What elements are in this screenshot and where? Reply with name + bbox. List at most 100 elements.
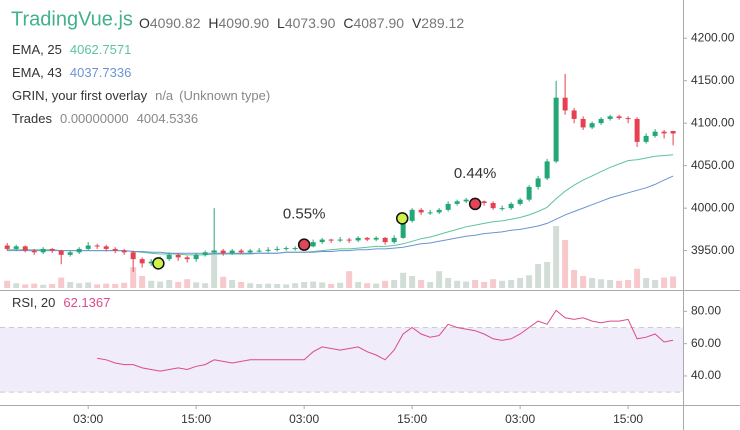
candle-body [4,245,10,249]
rsi-line [97,309,674,372]
volume-bar [472,280,479,288]
candle-body [121,250,127,253]
legend-value: 4090.90 [219,15,270,31]
volume-bar [229,280,236,288]
legend-value: 289.12 [421,15,464,31]
volume-bar [94,284,101,288]
candle-body [661,131,667,134]
volume-bar [526,275,533,288]
y-tick-label: 4200.00 [691,30,735,44]
candle-body [391,237,397,243]
y-tick-label: 4000.00 [691,200,735,214]
volume-bar [589,278,596,288]
legend-value: 62.1367 [63,295,110,310]
candle-body [427,212,433,214]
candle-body [499,208,505,210]
legend-name: RSI, 20 [12,295,55,310]
volume-bar [58,277,65,288]
candle-body [13,246,19,249]
volume-bar [319,282,326,288]
candle-body [148,261,154,264]
y-tick-label: 4100.00 [691,115,735,129]
legend-key: L [277,15,285,31]
candle-body [571,110,577,119]
legend-value: 4037.7336 [70,65,131,80]
legend-key: V [412,15,422,31]
volume-bar [4,280,11,288]
candle-body [652,131,658,136]
volume-bar [238,282,245,288]
x-tick-label: 15:00 [397,412,427,426]
volume-bar [274,284,281,288]
candle-body [400,220,406,238]
rsi-legend: RSI, 20 62.1367 [12,295,110,310]
volume-bar [445,278,452,288]
rsi-tick-label: 40.00 [691,368,721,382]
legend-value: n/a [155,88,174,103]
volume-bar [220,276,227,288]
candle-body [553,97,559,162]
volume-bar [310,281,317,288]
candle-body [85,245,91,249]
candle-body [112,248,118,251]
volume-bar [634,268,641,288]
volume-bar [661,277,668,288]
volume-bar [265,283,272,288]
candle-body [607,116,613,119]
volume-bar [355,282,362,288]
volume-bar [301,282,308,288]
volume-bar [598,279,605,288]
volume-bar [247,283,254,288]
candle-body [49,248,55,251]
volume-bar [175,282,182,288]
candle-body [328,239,334,241]
candle-body [382,237,388,243]
y-tick-label: 4150.00 [691,73,735,87]
legend-name: EMA, 43 [12,65,62,80]
candle-body [58,250,64,255]
candle-body [436,209,442,213]
volume-bar [13,283,20,288]
volume-bar [553,226,560,288]
candle-body [310,242,316,247]
volume-bar [454,280,461,288]
volume-bar [400,272,407,288]
candle-body [211,250,217,253]
candle-body [256,250,262,252]
overlay-legend: EMA, 43 4037.7336 [12,65,131,80]
legend-name: Trades [12,111,52,126]
y-tick-label: 4050.00 [691,158,735,172]
overlay-legend: Trades 0.00000000 4004.5336 [12,111,198,126]
legend-value: 4073.90 [285,15,336,31]
candle-body [103,246,109,249]
volume-bar [499,280,506,288]
candle-body [562,97,568,111]
volume-bar [184,279,191,288]
volume-bar [337,282,344,288]
candle-body [193,254,199,260]
candle-body [40,248,46,253]
legend-value: 0.00000000 [60,111,129,126]
volume-bar [31,283,38,288]
volume-bar [643,278,650,288]
rsi-tick-label: 80.00 [691,304,721,318]
legend-type: (Unknown type) [179,88,270,103]
candle-body [526,186,532,200]
volume-bar [652,280,659,288]
volume-bar [67,282,74,288]
candle-body [535,178,541,187]
volume-bar [544,262,551,288]
candle-body [364,237,370,240]
candle-body [274,248,280,250]
volume-bar [625,280,632,288]
candle-body [229,250,235,254]
legend-value: 4004.5336 [137,111,198,126]
legend-value: 4087.90 [353,15,404,31]
candle-body [130,252,136,260]
ohlcv-legend: O4090.82 H4090.90 L4073.90 C4087.90 V289… [139,15,464,31]
volume-bar [328,284,335,288]
rsi-tick-label: 60.00 [691,336,721,350]
volume-bar [148,280,155,288]
candle-body [184,257,190,260]
